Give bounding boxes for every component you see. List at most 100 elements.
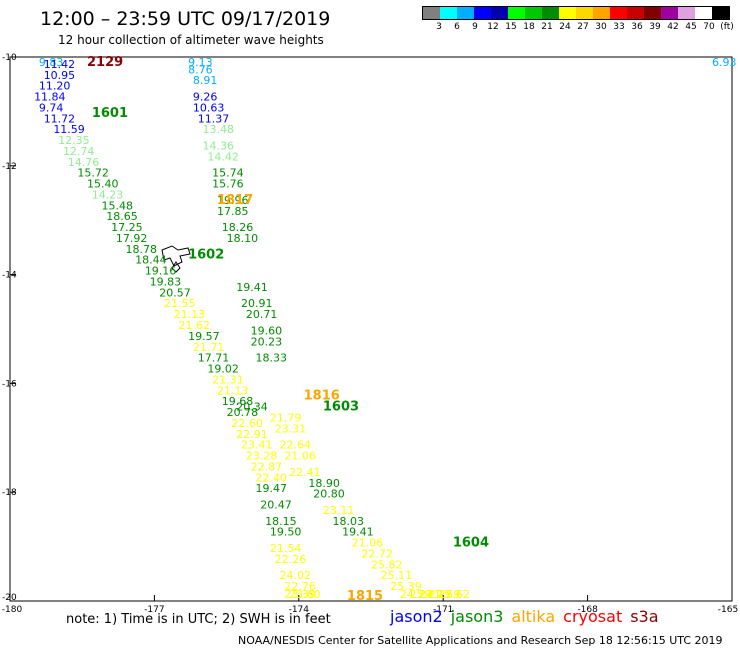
wave-height-value: 22.76 xyxy=(284,580,316,593)
wave-height-value: 17.85 xyxy=(217,205,249,218)
colorbar-swatch xyxy=(678,7,695,19)
wave-height-value: 23.39 xyxy=(284,588,316,601)
wave-height-value: 15.72 xyxy=(77,167,109,180)
wave-height-value: 21.06 xyxy=(352,537,384,550)
wave-height-value: 9.26 xyxy=(193,91,218,104)
wave-height-value: 25.11 xyxy=(381,569,413,582)
wave-height-value: 20.23 xyxy=(251,335,283,348)
lat-tick-label: -20 xyxy=(2,593,17,603)
wave-height-value: 25.82 xyxy=(371,558,403,571)
lon-tick-label: -177 xyxy=(144,605,164,615)
satellite-legend: jason2 jason3 altika cryosat s3a xyxy=(390,607,667,626)
wave-height-value: 15.74 xyxy=(212,167,244,180)
wave-height-value: 18.26 xyxy=(222,221,254,234)
wave-height-value: 10.63 xyxy=(193,101,225,114)
wave-height-value: 23.60 xyxy=(289,588,321,601)
pass-time-label: 1816 xyxy=(304,389,340,404)
colorbar-label: 24 xyxy=(559,22,571,32)
wave-height-value: 19.41 xyxy=(236,281,268,294)
wave-height-value: 20.80 xyxy=(313,488,345,501)
wave-height-value: 9.83 xyxy=(39,56,64,69)
wave-height-value: 20.78 xyxy=(227,406,259,419)
wave-height-value: 14.42 xyxy=(207,150,239,163)
wave-height-value: 24.02 xyxy=(280,569,312,582)
colorbar-label: 6 xyxy=(454,22,460,32)
colorbar-swatch xyxy=(576,7,593,19)
wave-height-value: 23.41 xyxy=(241,439,272,452)
wave-height-value: 12.35 xyxy=(58,134,89,147)
wave-height-value: 19.83 xyxy=(150,275,182,288)
page-subtitle: 12 hour collection of altimeter wave hei… xyxy=(58,33,324,47)
colorbar-swatch xyxy=(627,7,644,19)
colorbar-label: 33 xyxy=(613,22,625,32)
wave-height-value: 11.59 xyxy=(53,123,85,136)
wave-height-value: 23.31 xyxy=(275,422,307,435)
lon-tick-label: -168 xyxy=(577,605,598,615)
wave-height-value: 25.39 xyxy=(390,580,422,593)
wave-height-value: 20.71 xyxy=(246,308,278,321)
wave-height-value: 24.29 xyxy=(400,588,432,601)
colorbar-label: 15 xyxy=(505,22,517,32)
wave-height-value: 18.65 xyxy=(106,210,137,223)
wave-height-value: 19.02 xyxy=(207,363,239,376)
wave-height-value: 19.16 xyxy=(145,265,177,278)
wave-height-value: 11.20 xyxy=(39,80,71,93)
satellite-legend-altika: altika xyxy=(511,607,556,626)
colorbar-swatch xyxy=(491,7,508,19)
satellite-legend-cryosat: cryosat xyxy=(563,607,623,626)
wave-height-value: 13.48 xyxy=(203,123,235,136)
lat-tick-label: -16 xyxy=(2,379,17,389)
colorbar-label: 12 xyxy=(487,22,499,32)
wave-height-value: 22.72 xyxy=(361,547,393,560)
colorbar-label: 18 xyxy=(523,22,535,32)
colorbar-label: 21 xyxy=(541,22,553,32)
lat-tick-label: -18 xyxy=(2,488,17,498)
pass-time-label: 2129 xyxy=(87,55,123,70)
colorbar-swatch xyxy=(457,7,474,19)
satellite-legend-s3a: s3a xyxy=(630,607,659,626)
wave-height-value: 18.15 xyxy=(265,515,297,528)
colorbar-label: 39 xyxy=(649,22,661,32)
wave-height-value: 22.60 xyxy=(231,417,263,430)
lat-tick-label: -12 xyxy=(2,162,17,172)
colorbar-swatch xyxy=(508,7,525,19)
wave-height-value: 17.92 xyxy=(116,232,148,245)
colorbar-swatch xyxy=(542,7,559,19)
note-text: note: 1) Time is in UTC; 2) SWH is in fe… xyxy=(66,612,331,627)
colorbar-label: 70 xyxy=(703,22,715,32)
wave-height-value: 8.91 xyxy=(193,74,218,87)
wave-height-value: 22.87 xyxy=(251,460,283,473)
colorbar-swatch xyxy=(610,7,627,19)
wave-height-value: 21.31 xyxy=(212,373,244,386)
colorbar-label: 30 xyxy=(595,22,607,32)
island-outline xyxy=(161,245,191,273)
wave-height-value: 18.33 xyxy=(255,352,286,365)
wave-height-value: 14.23 xyxy=(92,188,124,201)
wave-height-value: 23.28 xyxy=(246,450,278,463)
page-title: 12:00 – 23:59 UTC 09/17/2019 xyxy=(40,8,331,30)
wave-height-value: 19.41 xyxy=(342,526,374,539)
wave-height-value: 22.64 xyxy=(280,439,312,452)
wave-height-value: 19.60 xyxy=(251,324,283,337)
colorbar-swatch xyxy=(644,7,661,19)
wave-height-value: 9.13 xyxy=(188,56,213,69)
wave-height-value: 11.37 xyxy=(198,112,230,125)
wave-height-value: 23.11 xyxy=(323,504,355,517)
colorbar-swatch xyxy=(593,7,610,19)
wave-height-value: 21.13 xyxy=(174,308,206,321)
satellite-legend-jason3: jason3 xyxy=(450,607,504,626)
lon-tick-label: -180 xyxy=(2,605,23,615)
wave-height-value: 8.76 xyxy=(188,63,213,76)
wave-height-value: 9.74 xyxy=(39,101,64,114)
colorbar-swatch xyxy=(712,7,729,19)
wave-height-value: 21.13 xyxy=(217,384,249,397)
wave-height-value: 17.25 xyxy=(111,221,143,234)
pass-time-label: 1817 xyxy=(217,193,253,208)
wave-height-value: 22.41 xyxy=(289,466,321,479)
colorbar-label: 36 xyxy=(631,22,643,32)
colorbar-swatch xyxy=(474,7,491,19)
colorbar-label: 9 xyxy=(472,22,478,32)
wave-height-value: 14.36 xyxy=(203,139,235,152)
wave-height-value: 11.42 xyxy=(44,58,75,71)
lat-tick-label: -10 xyxy=(2,53,17,63)
